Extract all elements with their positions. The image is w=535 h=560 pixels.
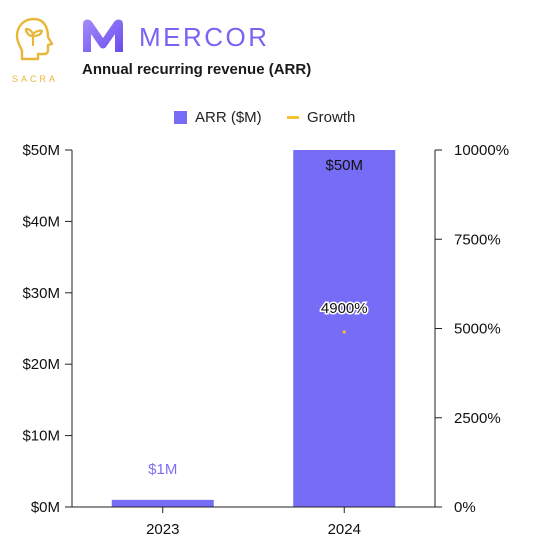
growth-data-label: 4900% bbox=[321, 300, 368, 317]
chart-subtitle: Annual recurring revenue (ARR) bbox=[82, 61, 312, 78]
y-right-tick-label: 0% bbox=[454, 499, 476, 516]
x-tick-label: 2024 bbox=[328, 521, 361, 538]
legend-swatch-arr bbox=[174, 110, 187, 124]
x-tick-label: 2023 bbox=[146, 521, 179, 538]
sacra-wordmark: SACRA bbox=[11, 74, 58, 84]
y-left-tick-label: $30M bbox=[22, 285, 60, 302]
sacra-head-icon bbox=[15, 17, 54, 61]
chart-legend: ARR ($M) Growth bbox=[0, 107, 535, 129]
legend-label-arr: ARR ($M) bbox=[195, 108, 262, 126]
sacra-logo: SACRA bbox=[8, 14, 62, 92]
y-left-tick-label: $20M bbox=[22, 356, 60, 373]
legend-label-growth: Growth bbox=[307, 108, 356, 126]
legend-item-arr: ARR ($M) bbox=[174, 107, 262, 127]
mercor-logo-icon bbox=[83, 19, 123, 52]
growth-point-2024 bbox=[342, 330, 346, 334]
bar-arr-2023 bbox=[111, 499, 214, 507]
legend-swatch-growth bbox=[287, 115, 299, 119]
y-left-tick-label: $10M bbox=[22, 428, 60, 445]
bar-data-label: $1M bbox=[148, 461, 177, 478]
y-right-tick-label: 5000% bbox=[454, 321, 501, 338]
y-right-tick-label: 7500% bbox=[454, 231, 501, 248]
y-left-tick-label: $40M bbox=[22, 213, 60, 230]
y-left-tick-label: $50M bbox=[22, 142, 60, 159]
legend-item-growth: Growth bbox=[287, 107, 355, 127]
y-right-tick-label: 10000% bbox=[454, 142, 509, 159]
bar-arr-2024 bbox=[293, 150, 396, 507]
bar-data-label: $50M bbox=[325, 157, 363, 174]
y-left-tick-label: $0M bbox=[31, 499, 60, 516]
company-name: MERCOR bbox=[139, 22, 270, 52]
y-right-tick-label: 2500% bbox=[454, 410, 501, 427]
